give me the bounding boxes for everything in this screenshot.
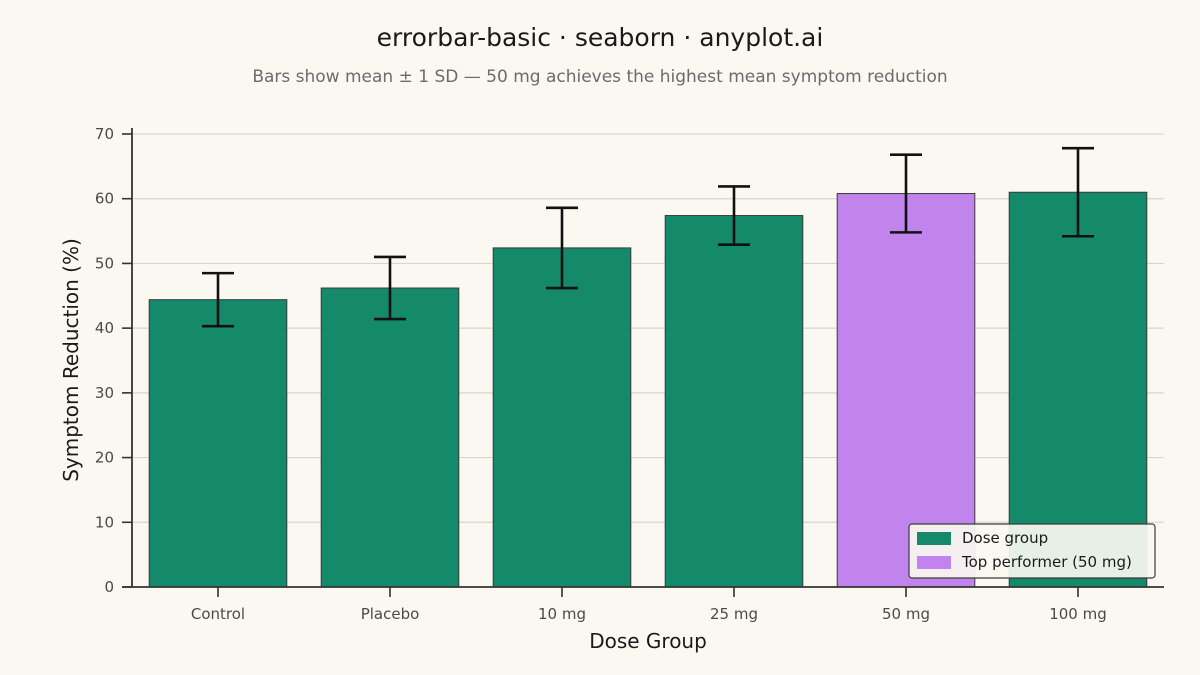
error-bar: [890, 153, 922, 234]
error-bar: [1062, 146, 1094, 238]
y-tick-label: 10: [95, 513, 114, 531]
legend-box: [908, 523, 1156, 579]
error-bar: [374, 255, 406, 321]
error-bar: [202, 271, 234, 328]
error-bar: [718, 185, 750, 246]
x-tick-label: 10 mg: [538, 605, 586, 623]
y-axis-label: Symptom Reduction (%): [59, 238, 83, 482]
x-tick-label: 100 mg: [1049, 605, 1107, 623]
bar-10-mg: [492, 247, 632, 588]
bar-control: [148, 299, 288, 588]
grid-lines: [132, 133, 1164, 523]
bar-100-mg: [1008, 191, 1148, 588]
chart-title: errorbar-basic · seaborn · anyplot.ai: [377, 23, 824, 52]
error-bar: [546, 206, 578, 290]
y-tick-label: 60: [95, 190, 114, 208]
x-tick-label: 25 mg: [710, 605, 758, 623]
x-tick-label: 50 mg: [882, 605, 930, 623]
bar-placebo: [320, 287, 460, 588]
legend-swatch: [917, 532, 951, 545]
legend-label: Top performer (50 mg): [961, 553, 1132, 571]
y-tick-label: 40: [95, 319, 114, 337]
legend-swatch: [917, 556, 951, 569]
y-tick-label: 70: [95, 125, 114, 143]
x-tick-label: Control: [191, 605, 245, 623]
bar-25-mg: [664, 215, 804, 588]
x-axis-label: Dose Group: [589, 629, 707, 653]
error-bars: [202, 146, 1094, 328]
x-tick-label: Placebo: [361, 605, 420, 623]
y-tick-label: 20: [95, 449, 114, 467]
bars: [148, 191, 1148, 588]
bar-50-mg: [836, 193, 976, 588]
axes: 0 10 20 30 40 50 60 70 Control Placebo 10 mg 25 mg 5…: [95, 125, 1164, 623]
legend-label: Dose group: [962, 529, 1048, 547]
chart-subtitle: Bars show mean ± 1 SD — 50 mg achieves t…: [252, 67, 947, 87]
y-tick-label: 0: [104, 578, 114, 596]
y-tick-label: 50: [95, 254, 114, 272]
legend: Dose group Top performer (50 mg): [908, 523, 1156, 579]
y-tick-label: 30: [95, 384, 114, 402]
